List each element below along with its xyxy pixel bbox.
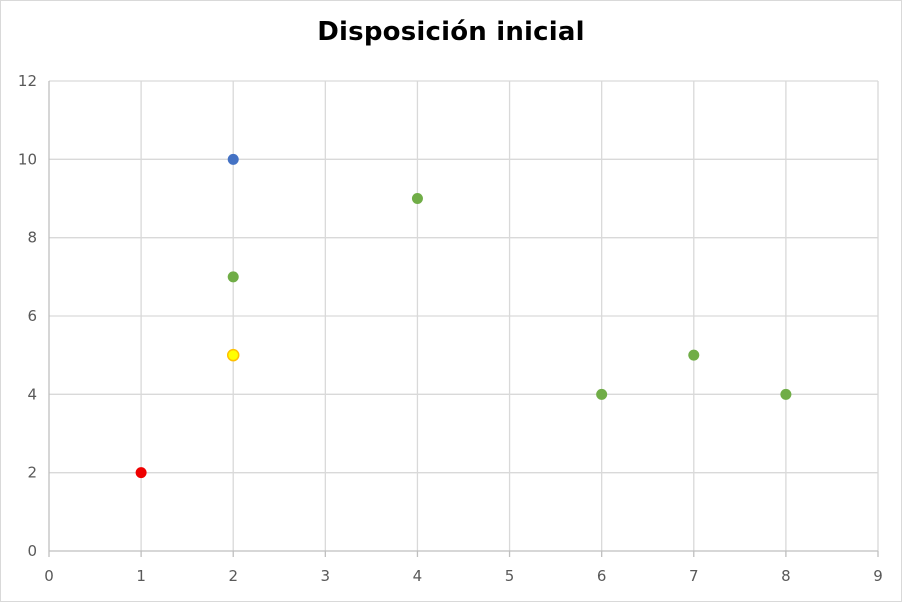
data-point [688, 349, 700, 361]
x-tick-labels: 0 1 2 3 4 5 6 7 8 9 [44, 567, 883, 585]
y-tick-labels: 0 2 4 6 8 10 12 [18, 72, 37, 560]
data-point [227, 153, 239, 165]
data-point [411, 193, 423, 204]
data-point [227, 271, 239, 283]
x-tick-label: 1 [136, 567, 146, 585]
data-point [780, 388, 792, 400]
chart-title: Disposición inicial [317, 17, 585, 47]
y-tick-label: 12 [18, 72, 37, 90]
x-tick-label: 2 [228, 567, 238, 585]
x-tick-label: 6 [597, 567, 607, 585]
x-tick-label: 0 [44, 567, 54, 585]
y-tick-label: 4 [27, 385, 37, 403]
axes [48, 81, 879, 557]
y-tick-label: 6 [27, 307, 37, 325]
x-tick-label: 9 [873, 567, 883, 585]
data-point [226, 348, 240, 362]
x-tick-label: 7 [689, 567, 699, 585]
y-tick-label: 10 [18, 150, 37, 168]
data-point [596, 388, 608, 400]
y-tick-label: 0 [27, 542, 37, 560]
x-tick-label: 8 [781, 567, 791, 585]
data-point [135, 467, 147, 479]
y-tick-label: 2 [27, 464, 37, 482]
data-points [135, 153, 792, 479]
grid-lines [49, 80, 879, 551]
x-tick-label: 3 [321, 567, 331, 585]
x-tick-label: 5 [505, 567, 515, 585]
y-tick-label: 8 [27, 229, 37, 247]
x-tick-label: 4 [413, 567, 423, 585]
